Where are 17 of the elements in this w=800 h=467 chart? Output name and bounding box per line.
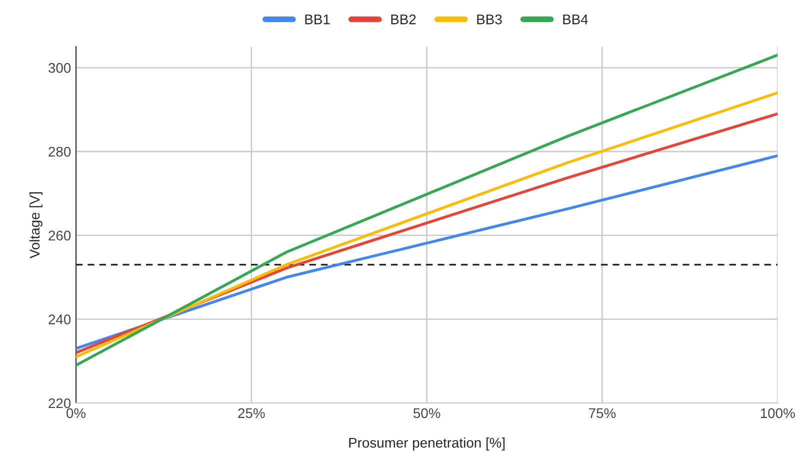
legend-label: BB3 bbox=[477, 14, 502, 24]
legend-label: BB1 bbox=[305, 14, 330, 24]
x-tick-label: 50% bbox=[413, 408, 440, 418]
y-tick-label: 240 bbox=[48, 314, 71, 324]
legend-label: BB4 bbox=[563, 14, 588, 24]
x-tick-label: 100% bbox=[760, 408, 795, 418]
line-series bbox=[76, 154, 778, 350]
y-tick-label: 300 bbox=[48, 62, 71, 73]
legend-label: BB2 bbox=[391, 14, 416, 24]
x-tick-label: 75% bbox=[589, 408, 616, 418]
y-tick-label: 280 bbox=[48, 146, 71, 157]
x-tick-label: 0% bbox=[66, 408, 86, 418]
y-axis-title: Voltage [V] bbox=[29, 192, 42, 258]
y-tick-label: 260 bbox=[48, 230, 71, 241]
y-tick-label: 220 bbox=[48, 398, 71, 408]
x-tick-label: 25% bbox=[238, 408, 265, 418]
x-axis-title: Prosumer penetration [%] bbox=[349, 437, 505, 450]
